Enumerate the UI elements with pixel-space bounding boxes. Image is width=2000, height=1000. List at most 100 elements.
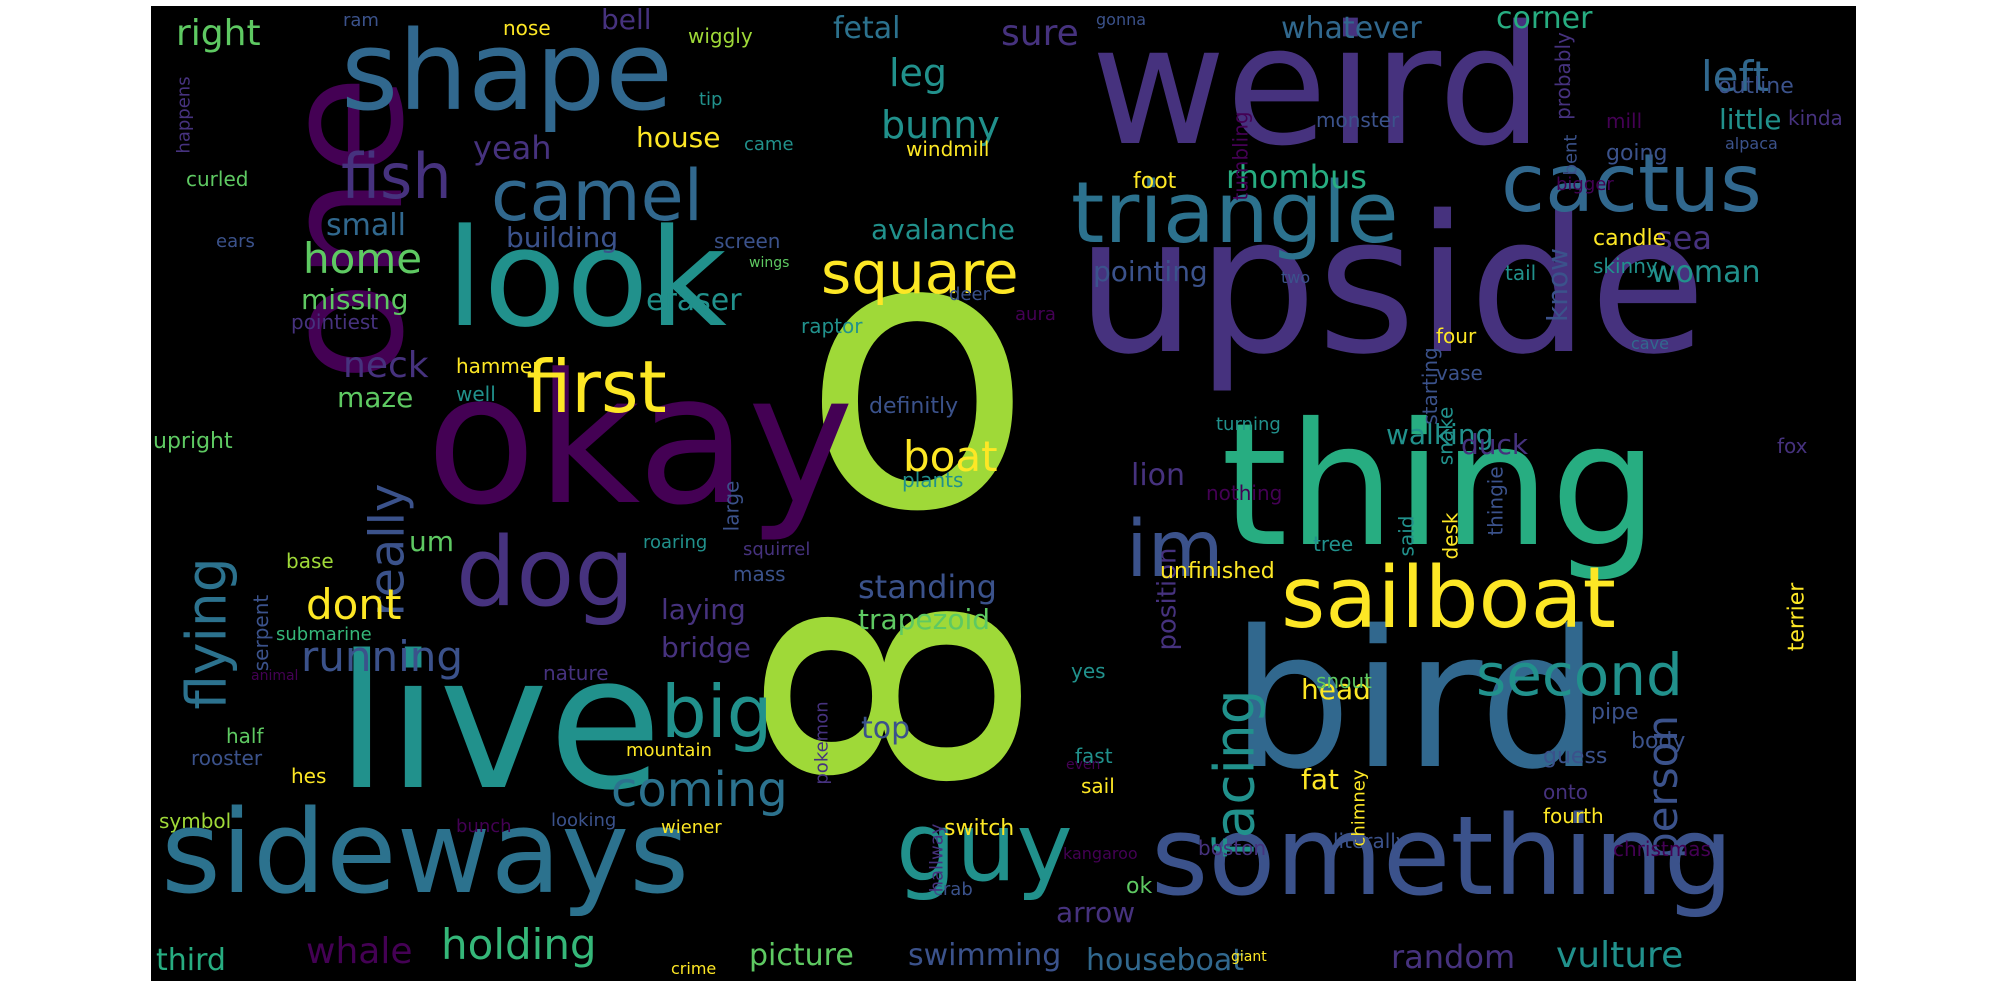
word: something: [1151, 792, 1734, 920]
word: four: [1436, 324, 1477, 348]
word: woman: [1651, 255, 1761, 290]
word: tree: [1313, 532, 1354, 556]
word: plants: [902, 468, 964, 492]
word: corner: [1496, 6, 1593, 36]
word: random: [1391, 938, 1516, 976]
word: fat: [1301, 763, 1339, 796]
word: unfinished: [1160, 559, 1275, 584]
word: triangle: [1071, 164, 1399, 263]
word: pokemon: [811, 701, 833, 785]
word: small: [326, 208, 406, 243]
word: guess: [1543, 744, 1608, 769]
word: mass: [733, 562, 786, 586]
word: camel: [491, 155, 704, 237]
word: mill: [1606, 109, 1643, 133]
word: facing: [1202, 689, 1267, 858]
word: desk: [1438, 512, 1463, 560]
word: upside: [1076, 175, 1707, 396]
word: eraser: [646, 283, 742, 318]
word: tail: [1505, 261, 1537, 285]
word: third: [156, 943, 226, 978]
word: curled: [186, 167, 249, 191]
word: dont: [306, 580, 402, 629]
word: fast: [1075, 744, 1113, 768]
word: fourth: [1543, 804, 1604, 828]
word: flying: [174, 557, 239, 710]
word: tip: [699, 89, 723, 110]
word: left: [1701, 52, 1770, 101]
word: half: [226, 724, 264, 748]
word: wiener: [661, 817, 722, 838]
word: vase: [1436, 361, 1483, 385]
word: ram: [343, 10, 379, 31]
word: kinda: [1788, 106, 1843, 130]
word: bigger: [1556, 174, 1614, 195]
word: nothing: [1206, 481, 1283, 505]
word: large: [719, 480, 744, 532]
word: sail: [1081, 774, 1115, 798]
word: pointing: [1093, 255, 1208, 288]
word: squirrel: [743, 539, 811, 560]
word: bent: [1560, 134, 1582, 176]
word: thing: [1221, 387, 1659, 585]
word: wings: [749, 255, 790, 271]
word: rhombus: [1226, 158, 1367, 196]
word: onto: [1543, 780, 1588, 804]
word: hes: [291, 764, 327, 788]
word: houseboat: [1086, 943, 1245, 978]
word: kangaroo: [1063, 844, 1138, 863]
word: duck: [1461, 428, 1529, 461]
word: big: [661, 670, 773, 754]
word: bunny: [881, 103, 1000, 147]
word: candle: [1593, 226, 1667, 251]
word: coming: [611, 762, 788, 818]
word: fish: [341, 140, 452, 213]
word: ears: [216, 231, 255, 252]
word: turning: [1216, 414, 1281, 435]
word: definitly: [869, 394, 959, 419]
word: nature: [543, 661, 609, 685]
word: happens: [173, 76, 195, 154]
word: second: [1476, 641, 1683, 709]
word: running: [301, 632, 464, 681]
word: said: [1394, 515, 1419, 557]
word: building: [506, 221, 619, 254]
word: house: [636, 121, 721, 154]
word: terrier: [1784, 582, 1810, 652]
word: fox: [1777, 434, 1808, 458]
word: bunch: [456, 816, 512, 837]
word: boat: [903, 432, 998, 481]
word: symbol: [159, 809, 232, 833]
word: live: [336, 615, 663, 831]
word: holding: [441, 920, 597, 969]
word: base: [286, 549, 334, 573]
word: body: [1631, 729, 1686, 754]
word: well: [456, 382, 496, 406]
word: screen: [714, 229, 781, 253]
word: animal: [251, 668, 299, 684]
word: sideways: [161, 786, 690, 920]
word: boston: [1198, 836, 1267, 860]
word: hallway: [926, 823, 948, 893]
word: picture: [749, 938, 854, 973]
word: bridge: [661, 631, 751, 664]
word: neck: [343, 345, 429, 386]
word: wiggly: [688, 24, 753, 48]
word: tumbling: [1228, 111, 1253, 201]
word: guy: [896, 793, 1073, 903]
word: sure: [1001, 13, 1079, 54]
word: snout: [1316, 669, 1372, 693]
word: raptor: [801, 314, 863, 338]
word: literally: [1333, 829, 1408, 853]
word: upright: [153, 429, 233, 454]
word: swimming: [908, 938, 1062, 973]
word: standing: [858, 568, 997, 606]
word: two: [1281, 268, 1311, 287]
word: first: [526, 345, 667, 429]
word: nose: [503, 16, 551, 40]
word: fetal: [833, 11, 901, 46]
word: crime: [671, 959, 717, 978]
word: im: [1126, 505, 1224, 595]
word: probably: [1550, 32, 1575, 120]
word: came: [744, 134, 794, 155]
